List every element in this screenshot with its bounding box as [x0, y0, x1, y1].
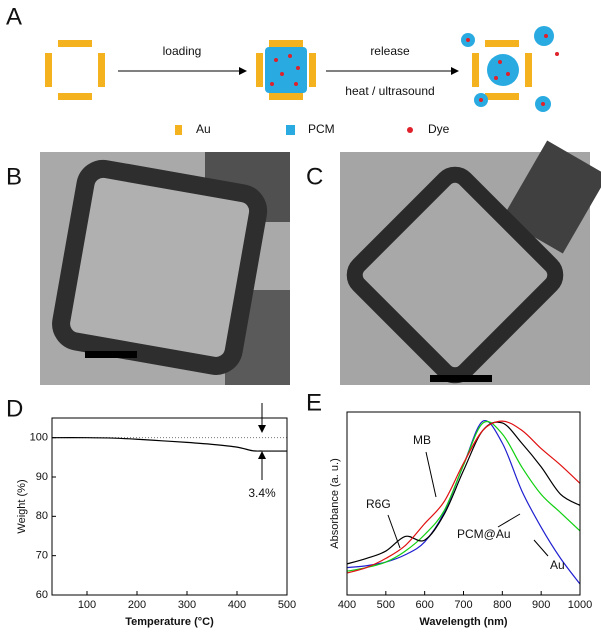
x-tick-label: 300	[178, 599, 196, 611]
y-axis-label: Absorbance (a. u.)	[329, 458, 341, 549]
step-label: release	[370, 44, 410, 58]
series-label: MB	[413, 433, 431, 447]
legend-swatch	[175, 125, 182, 135]
panel-label: C	[306, 163, 323, 190]
data-line	[51, 437, 288, 452]
leader-line	[387, 514, 401, 549]
y-tick-label: 90	[36, 471, 48, 483]
au-frame	[45, 40, 532, 100]
dye-dots	[270, 34, 559, 106]
x-tick-label: 700	[454, 599, 472, 611]
y-tick-label: 80	[36, 510, 48, 522]
x-tick-label: 100	[78, 599, 96, 611]
leader-line	[533, 539, 549, 557]
tem-image	[340, 140, 601, 385]
leader-line	[425, 451, 437, 498]
x-tick-label: 400	[338, 599, 356, 611]
tem-image	[40, 152, 290, 385]
y-tick-label: 70	[36, 550, 48, 562]
series-label: R6G	[366, 497, 391, 511]
x-tick-label: 400	[228, 599, 246, 611]
legend-label: Au	[196, 122, 211, 136]
data-line	[346, 420, 581, 574]
legend-label: PCM	[308, 122, 335, 136]
x-axis-label: Temperature (°C)	[125, 616, 214, 628]
pcm-fill	[265, 47, 307, 93]
legend-swatch	[407, 127, 413, 133]
y-axis-label: Weight (%)	[16, 479, 28, 533]
panel-label: B	[6, 163, 22, 190]
step-label: heat / ultrasound	[345, 84, 434, 98]
x-tick-label: 200	[128, 599, 146, 611]
panel-label: D	[6, 395, 23, 422]
annotation: 3.4%	[248, 486, 276, 500]
panel-label: A	[6, 3, 22, 30]
x-tick-label: 800	[493, 599, 511, 611]
x-tick-label: 500	[377, 599, 395, 611]
x-tick-label: 600	[415, 599, 433, 611]
panel-label: E	[306, 389, 322, 416]
y-tick-label: 100	[30, 432, 48, 444]
step-label: loading	[163, 44, 202, 58]
data-line	[346, 420, 581, 572]
y-tick-label: 60	[36, 589, 48, 601]
x-tick-label: 900	[532, 599, 550, 611]
x-tick-label: 1000	[568, 599, 592, 611]
legend-swatch	[286, 125, 295, 135]
plot-frame	[346, 411, 581, 596]
x-axis-label: Wavelength (nm)	[419, 616, 508, 628]
series-label: PCM@Au	[457, 527, 511, 541]
x-tick-label: 500	[278, 599, 296, 611]
series-label: Au	[550, 558, 565, 572]
data-line	[346, 421, 581, 565]
legend-label: Dye	[428, 122, 450, 136]
leader-line	[497, 513, 521, 528]
plot-frame	[51, 417, 288, 596]
